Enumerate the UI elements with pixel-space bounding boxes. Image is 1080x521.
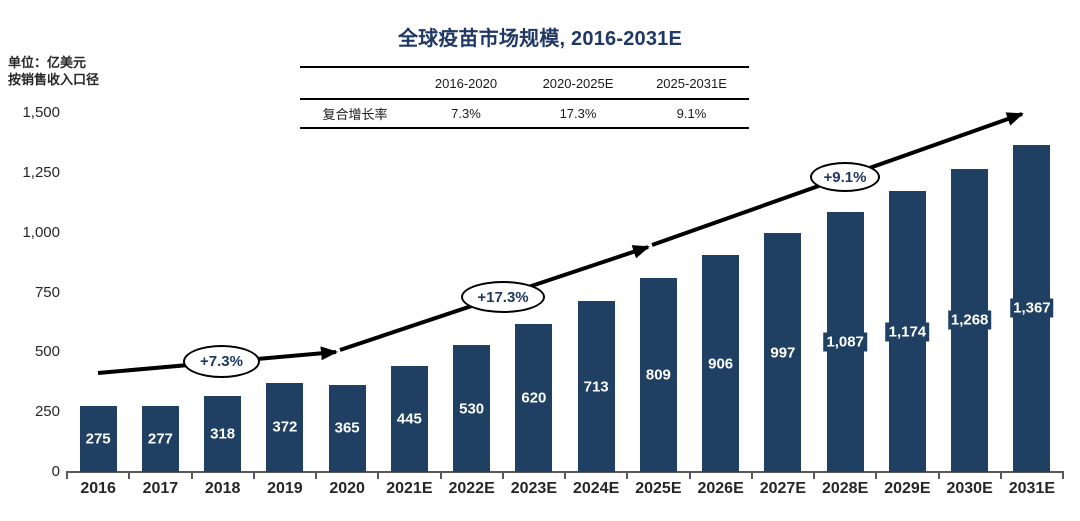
cagr-annotation-label: +9.1% (823, 168, 867, 186)
x-axis-tick (190, 472, 193, 479)
cagr-annotation-label: +7.3% (200, 353, 243, 370)
bar-value-label-2028E: 1,087 (823, 332, 867, 352)
x-axis-label-2031E: 2031E (1008, 480, 1055, 497)
axis-unit-note: 单位：亿美元 按销售收入口径 (8, 54, 99, 88)
y-axis-tick-label: 0 (51, 463, 60, 480)
x-axis-label-2020: 2020 (329, 480, 365, 497)
x-axis-label-2019: 2019 (267, 480, 303, 497)
x-axis-tick (688, 472, 691, 479)
x-axis-tick (377, 472, 380, 479)
x-axis-tick (937, 472, 940, 479)
bar-value-label-2026E: 906 (705, 354, 737, 374)
chart-title: 全球疫苗市场规模, 2016-2031E (397, 28, 683, 50)
x-axis-labels: 2016 2017 2018 2019 2020 2021E 2022E 2023E 2024E… (67, 480, 1063, 500)
y-axis-tick-label: 250 (34, 403, 60, 421)
bar-value-label-2025E: 809 (642, 365, 674, 385)
x-axis-tick (875, 472, 878, 479)
bar-value-label-2017: 277 (144, 429, 176, 449)
y-axis-tick-label: 500 (34, 343, 60, 361)
bar-value-label-2029E: 1,174 (885, 322, 930, 341)
cagr-row-label: 复合增长率 (322, 107, 388, 122)
bar-value-label-2022E: 530 (456, 399, 488, 419)
cagr-annotation-2020-2025e: +17.3% (461, 281, 545, 313)
unit-line-1: 单位：亿美元 (8, 55, 87, 70)
cagr-table-header-row: 2016-2020 2020-2025E 2025-2031E (300, 68, 749, 100)
bar-value-label-2030E: 1,268 (947, 310, 992, 330)
x-axis-tick (252, 472, 255, 479)
bar-value-label-2021E: 445 (393, 409, 425, 429)
cagr-header-2020-2025e: 2020-2025E (542, 75, 614, 91)
x-axis-label-2017: 2017 (142, 480, 179, 497)
y-axis-tick-label: 1,250 (22, 163, 60, 181)
x-axis-tick (564, 472, 566, 479)
x-axis-label-2030E: 2030E (946, 480, 993, 497)
x-axis-tick (439, 472, 442, 479)
bars-plot-area: 275 277 318 372 365 445 530 620 713 809 906 997 1,08… (67, 113, 1063, 472)
bar-value-label-2019: 372 (269, 417, 301, 437)
x-axis-label-2016: 2016 (80, 480, 116, 497)
cagr-annotation-2025-2031e: +9.1% (810, 162, 880, 192)
x-axis-tick (1062, 472, 1064, 479)
x-axis-tick (66, 472, 68, 479)
bar-value-label-2018: 318 (207, 424, 239, 444)
bar-value-label-2020: 365 (331, 418, 363, 438)
cagr-annotation-label: +17.3% (477, 288, 529, 306)
bar-value-label-2031E: 1,367 (1010, 298, 1054, 318)
x-axis-label-2018: 2018 (204, 480, 241, 497)
y-axis-tick-label: 1,000 (22, 223, 60, 241)
x-axis-tick (128, 472, 131, 479)
bar-value-label-2027E: 997 (767, 343, 799, 363)
y-axis-tick-label: 750 (34, 283, 60, 301)
x-axis-tick (813, 472, 815, 479)
x-axis-label-2022E: 2022E (448, 480, 495, 497)
cagr-header-2016-2020: 2016-2020 (434, 75, 498, 91)
bar-value-label-2016: 275 (82, 429, 114, 449)
bar-value-label-2024E: 713 (580, 377, 612, 397)
x-axis-tick (750, 472, 753, 479)
x-axis-tick (626, 472, 629, 479)
x-axis-tick (999, 472, 1002, 479)
bar-value-label-2023E: 620 (518, 388, 550, 408)
cagr-annotation-2016-2020: +7.3% (183, 345, 260, 378)
x-axis-label-2024E: 2024E (572, 480, 620, 497)
x-axis-label-2025E: 2025E (635, 480, 682, 497)
x-axis-label-2028E: 2028E (821, 480, 869, 497)
x-axis-label-2027E: 2027E (759, 480, 806, 497)
x-axis-label-2021E: 2021E (386, 480, 433, 497)
cagr-header-2025-2031e: 2025-2031E (656, 75, 727, 91)
cagr-value-2: 17.3% (559, 106, 597, 121)
y-axis-tick-label: 1,500 (22, 104, 60, 121)
x-axis-label-2026E: 2026E (697, 480, 744, 497)
x-axis-tick (501, 472, 504, 479)
x-axis-tick (315, 472, 317, 479)
x-axis-label-2023E: 2023E (510, 480, 557, 497)
unit-line-2: 按销售收入口径 (8, 72, 100, 87)
cagr-value-1: 7.3% (451, 106, 481, 121)
x-axis-label-2029E: 2029E (884, 480, 931, 497)
